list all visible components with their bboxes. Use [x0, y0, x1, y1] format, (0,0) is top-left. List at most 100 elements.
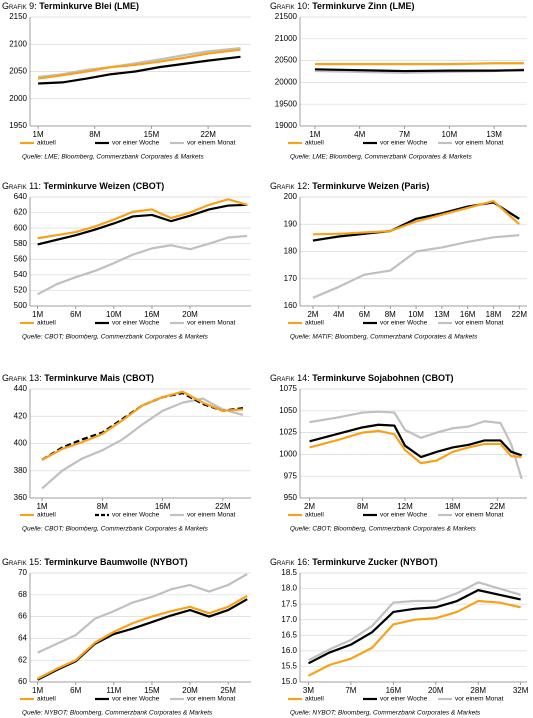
x-tick-label: 13M [434, 310, 450, 319]
y-tick-label: 19000 [275, 121, 298, 130]
y-tick-label: 1075 [279, 384, 297, 393]
y-tick-label: 600 [14, 223, 28, 232]
legend-label: vor einer Woche [112, 140, 160, 147]
y-tick-label: 70 [18, 568, 27, 577]
chart-panel: Grafik 14: Terminkurve Sojabohnen (CBOT)… [270, 373, 527, 533]
y-tick-label: 180 [284, 247, 298, 256]
x-tick-label: 16M [144, 310, 160, 319]
chart-label: Grafik 11: [2, 181, 41, 191]
series-line [312, 234, 520, 299]
x-tick-label: 6M [70, 310, 81, 319]
chart-source: Quelle: CBOT; Bloomberg, Commerzbank Cor… [290, 526, 477, 533]
y-tick-label: 2100 [9, 39, 27, 48]
legend-label: vor einer Woche [380, 696, 428, 703]
x-tick-label: 10M [106, 310, 122, 319]
chart-panel: Grafik 16: Terminkurve Zucker (NYBOT) 15.… [270, 557, 529, 716]
y-tick-label: 160 [284, 301, 298, 310]
chart-title: Grafik 11: Terminkurve Weizen (CBOT) [2, 181, 164, 191]
series-line [309, 423, 523, 459]
series-line [309, 410, 523, 480]
legend-label: vor einem Monat [187, 696, 236, 703]
series-line [37, 198, 248, 240]
chart-label: Grafik 14: [270, 373, 310, 383]
legend-label: aktuell [37, 696, 56, 703]
chart-label: Grafik 15: [2, 557, 42, 567]
chart-title-main: Terminkurve Mais (CBOT) [44, 373, 154, 383]
y-tick-label: 640 [14, 192, 28, 201]
y-tick-label: 17.5 [281, 599, 297, 608]
x-tick-label: 8M [357, 502, 368, 511]
chart-title-main: Terminkurve Weizen (CBOT) [44, 181, 165, 191]
legend-label: aktuell [305, 140, 324, 147]
y-tick-label: 66 [18, 612, 27, 621]
y-tick-label: 2150 [9, 12, 27, 21]
series-line [307, 589, 521, 665]
y-tick-label: 1025 [279, 428, 297, 437]
x-tick-label: 18M [445, 502, 461, 511]
y-tick-label: 540 [14, 270, 28, 279]
legend-label: aktuell [305, 696, 324, 703]
y-tick-label: 15.5 [281, 662, 297, 671]
x-tick-label: 4M [333, 310, 344, 319]
series-line [41, 391, 244, 461]
legend-label: aktuell [37, 140, 56, 147]
legend-label: vor einem Monat [455, 512, 504, 519]
chart-source: Quelle: MATIF; Bloomberg, Commerzbank Co… [290, 334, 478, 341]
y-tick-label: 1000 [279, 450, 297, 459]
x-tick-label: 16M [386, 686, 402, 695]
legend-label: vor einem Monat [455, 140, 504, 147]
legend-label: vor einer Woche [380, 140, 428, 147]
series-line [307, 581, 521, 662]
x-tick-label: 1M [33, 130, 44, 139]
y-tick-label: 520 [14, 286, 28, 295]
legend-label: vor einem Monat [455, 320, 504, 327]
x-tick-label: 25M [220, 686, 236, 695]
y-tick-label: 21000 [275, 34, 298, 43]
legend-label: vor einem Monat [187, 140, 236, 147]
chart-source: Quelle: CBOT; Bloomberg, Commerzbank Cor… [22, 334, 209, 341]
chart-label: Grafik 12: [270, 181, 310, 191]
y-tick-label: 68 [18, 590, 27, 599]
chart-title: Grafik 10: Terminkurve Zinn (LME) [270, 1, 415, 11]
series-line [37, 203, 248, 246]
y-tick-label: 620 [14, 208, 28, 217]
x-tick-label: 7M [345, 686, 356, 695]
chart-panel: Grafik 15: Terminkurve Baumwolle (NYBOT)… [2, 557, 251, 717]
x-tick-label: 7M [399, 130, 410, 139]
x-tick-label: 20M [182, 310, 198, 319]
x-tick-label: 28M [470, 686, 486, 695]
y-tick-label: 380 [14, 466, 28, 475]
chart-title-main: Terminkurve Blei (LME) [39, 1, 139, 11]
series-line [314, 62, 525, 66]
series-line [38, 55, 241, 85]
y-tick-label: 400 [14, 439, 28, 448]
chart-panel: Grafik 10: Terminkurve Zinn (LME) 19000 19… [270, 1, 527, 161]
chart-title: Grafik 14: Terminkurve Sojabohnen (CBOT) [270, 373, 454, 383]
x-tick-label: 13M [486, 130, 502, 139]
y-tick-label: 200 [284, 192, 298, 201]
x-tick-label: 16M [155, 502, 171, 511]
chart-source: Quelle: LME; Bloomberg, Commerzbank Corp… [22, 154, 204, 161]
x-tick-label: 3M [303, 686, 314, 695]
y-tick-label: 18.5 [281, 568, 297, 577]
x-tick-label: 15M [144, 686, 160, 695]
legend-label: aktuell [305, 320, 324, 327]
y-tick-label: 16.5 [281, 630, 297, 639]
chart-source: Quelle: NYBOT; Bloomberg, Commerzbank Co… [22, 710, 213, 717]
x-tick-label: 1M [32, 310, 43, 319]
legend-label: vor einer Woche [380, 512, 428, 519]
y-tick-label: 20500 [275, 56, 298, 65]
y-tick-label: 580 [14, 239, 28, 248]
chart-title-main: Terminkurve Weizen (Paris) [312, 181, 429, 191]
y-tick-label: 975 [284, 471, 298, 480]
legend-label: aktuell [305, 512, 324, 519]
y-tick-label: 190 [284, 219, 298, 228]
y-tick-label: 16.0 [281, 646, 297, 655]
legend-label: vor einem Monat [187, 512, 236, 519]
y-tick-label: 2050 [9, 67, 27, 76]
y-tick-label: 15.0 [281, 677, 297, 686]
y-tick-label: 950 [284, 493, 298, 502]
series-line [41, 390, 244, 461]
chart-title: Grafik 15: Terminkurve Baumwolle (NYBOT) [2, 557, 188, 567]
x-tick-label: 8M [97, 502, 108, 511]
